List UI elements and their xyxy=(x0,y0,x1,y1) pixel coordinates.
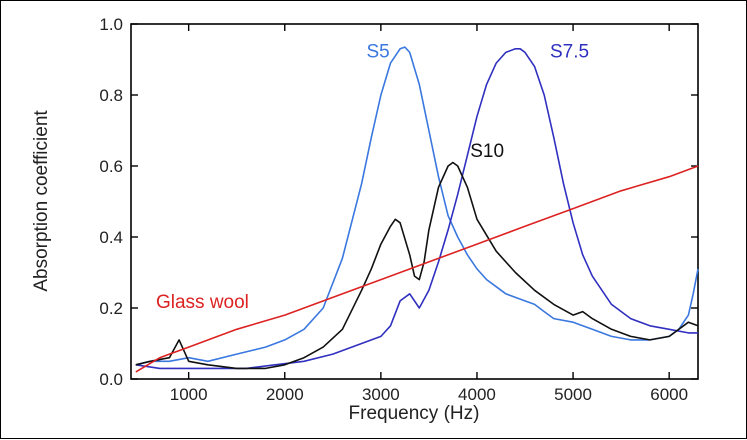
x-tick-label: 6000 xyxy=(650,385,688,404)
y-tick-label: 0.2 xyxy=(99,299,123,318)
series-labels: S5 S7.5 S10 Glass wool xyxy=(156,42,589,313)
x-tick-label: 1000 xyxy=(170,385,208,404)
x-axis-label: Frequency (Hz) xyxy=(349,403,480,424)
series-label-s5: S5 xyxy=(366,42,389,63)
y-tick-label: 0.4 xyxy=(99,228,123,247)
series-line-glass-wool xyxy=(135,165,699,373)
x-tick-label: 3000 xyxy=(362,385,400,404)
series-line-s7-5 xyxy=(135,47,698,370)
series-line-s5 xyxy=(135,46,699,366)
series-label-s7-5: S7.5 xyxy=(550,42,589,63)
axis-ticks: 1000 2000 3000 4000 5000 6000 0.0 0.2 0.4 0.6 0.8 1… xyxy=(99,15,698,404)
y-tick-label: 0.6 xyxy=(99,157,123,176)
plot-area-border xyxy=(130,23,699,380)
y-tick-label: 0.0 xyxy=(99,370,123,389)
x-tick-label: 2000 xyxy=(266,385,304,404)
series-line-s10 xyxy=(135,161,699,370)
x-tick-label: 4000 xyxy=(458,385,496,404)
y-tick-label: 1.0 xyxy=(99,15,123,34)
series-layer xyxy=(135,46,699,373)
series-label-s10: S10 xyxy=(470,141,504,162)
y-tick-label: 0.8 xyxy=(99,86,123,105)
x-tick-label: 5000 xyxy=(554,385,592,404)
series-label-glass-wool: Glass wool xyxy=(156,292,249,313)
y-axis-label: Absorption coefficient xyxy=(31,110,52,292)
